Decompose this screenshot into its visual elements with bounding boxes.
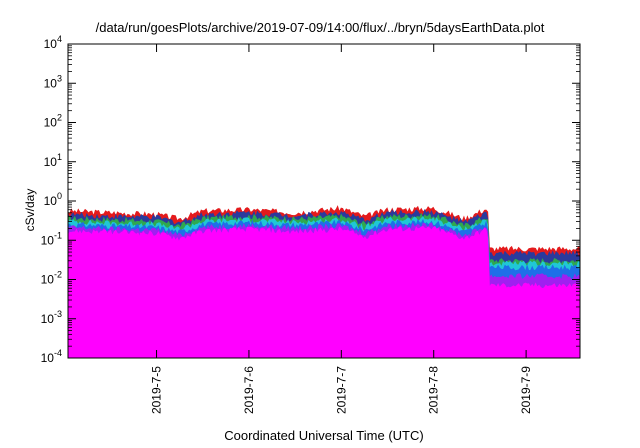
x-tick-label-3: 2019-7-8 [427,366,441,414]
y-tick-label-4: 100 [44,191,62,208]
x-tick-label-4: 2019-7-9 [519,366,533,414]
x-axis-label: Coordinated Universal Time (UTC) [224,428,424,443]
y-tick-label-7: 103 [44,73,62,90]
spike-layer [74,231,172,358]
x-tick-label-0: 2019-7-5 [150,366,164,414]
x-tick-label-2: 2019-7-7 [334,366,348,414]
y-tick-label-0: 10-4 [41,348,62,365]
y-tick-label-3: 10-1 [41,230,62,247]
y-tick-label-1: 10-3 [41,309,62,326]
y-tick-label-5: 101 [44,152,62,169]
x-tick-label-1: 2019-7-6 [242,366,256,414]
series-area-6 [67,225,581,359]
x-tick-layer: 2019-7-5 2019-7-6 2019-7-7 2019-7-8 2019-7-9 [150,44,533,414]
series-layer [67,205,581,359]
y-tick-label-6: 102 [44,113,62,130]
y-tick-label-8: 104 [44,34,62,51]
chart-title: /data/run/goesPlots/archive/2019-07-09/1… [95,20,545,35]
y-tick-label-2: 10-2 [41,270,62,287]
